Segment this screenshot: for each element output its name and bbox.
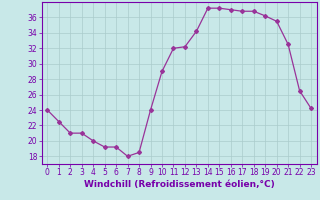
X-axis label: Windchill (Refroidissement éolien,°C): Windchill (Refroidissement éolien,°C) xyxy=(84,180,275,189)
